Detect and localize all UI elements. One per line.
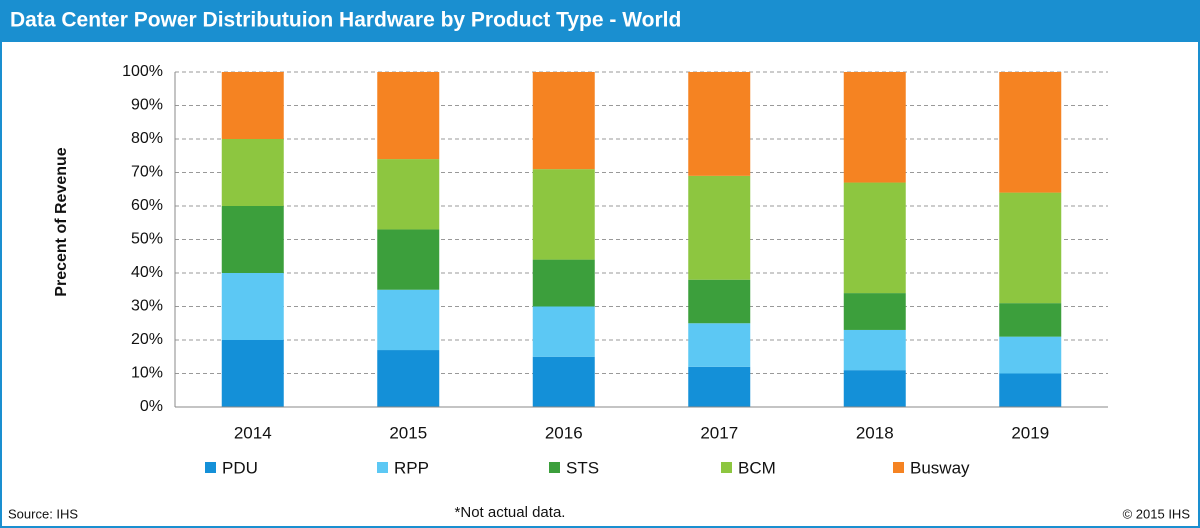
bar-segment: [377, 350, 440, 407]
y-tick-label: 40%: [131, 264, 163, 281]
legend-swatch: [893, 462, 904, 473]
bar-segment: [377, 289, 440, 351]
bar-segment: [688, 279, 751, 324]
note: *Not actual data.: [455, 504, 566, 521]
bar-segment: [843, 370, 906, 407]
y-tick-label: 100%: [122, 63, 163, 80]
x-tick-label: 2015: [389, 423, 427, 442]
bar-segment: [532, 72, 595, 170]
bar-segment: [999, 72, 1062, 193]
x-tick-label: 2016: [545, 423, 583, 442]
bar-segment: [221, 139, 284, 206]
bar-segment: [221, 72, 284, 139]
bar-segment: [377, 72, 440, 160]
bar-segment: [688, 175, 751, 280]
copyright: © 2015 IHS: [1123, 506, 1191, 521]
legend-label: BCM: [738, 458, 776, 477]
bar-segment: [221, 273, 284, 340]
y-axis-label: Precent of Revenue: [53, 147, 70, 296]
y-tick-label: 60%: [131, 197, 163, 214]
source: Source: IHS: [8, 506, 78, 521]
x-tick-label: 2018: [856, 423, 894, 442]
x-tick-label: 2019: [1011, 423, 1049, 442]
bar-segment: [377, 229, 440, 290]
legend-label: PDU: [222, 458, 258, 477]
legend-swatch: [549, 462, 560, 473]
bar-segment: [999, 336, 1062, 374]
y-tick-label: 20%: [131, 331, 163, 348]
legend-swatch: [205, 462, 216, 473]
x-tick-label: 2017: [700, 423, 738, 442]
y-tick-label: 70%: [131, 164, 163, 181]
y-tick-label: 30%: [131, 298, 163, 315]
bar-segment: [688, 72, 751, 176]
y-tick-label: 10%: [131, 365, 163, 382]
y-tick-label: 80%: [131, 130, 163, 147]
bar-segment: [999, 192, 1062, 304]
legend-label: RPP: [394, 458, 429, 477]
bar-segment: [532, 356, 595, 407]
header: [0, 0, 1200, 42]
bar-segment: [532, 169, 595, 260]
bar-segment: [843, 329, 906, 371]
x-tick-label: 2014: [234, 423, 272, 442]
bar-segment: [377, 159, 440, 230]
legend-swatch: [721, 462, 732, 473]
y-tick-label: 0%: [140, 398, 163, 415]
bar-segment: [999, 303, 1062, 337]
bar-segment: [532, 306, 595, 357]
legend-label: Busway: [910, 458, 970, 477]
y-tick-label: 50%: [131, 231, 163, 248]
bar-segment: [843, 72, 906, 183]
bar-segment: [999, 373, 1062, 407]
bar-segment: [221, 206, 284, 273]
bar-segment: [843, 182, 906, 294]
chart-title: Data Center Power Distributuion Hardware…: [10, 9, 681, 32]
legend-label: STS: [566, 458, 599, 477]
bar-segment: [688, 366, 751, 407]
legend-swatch: [377, 462, 388, 473]
bar-segment: [843, 293, 906, 330]
y-tick-label: 90%: [131, 97, 163, 114]
bar-segment: [221, 340, 284, 407]
bar-segment: [688, 323, 751, 367]
bar-segment: [532, 259, 595, 307]
